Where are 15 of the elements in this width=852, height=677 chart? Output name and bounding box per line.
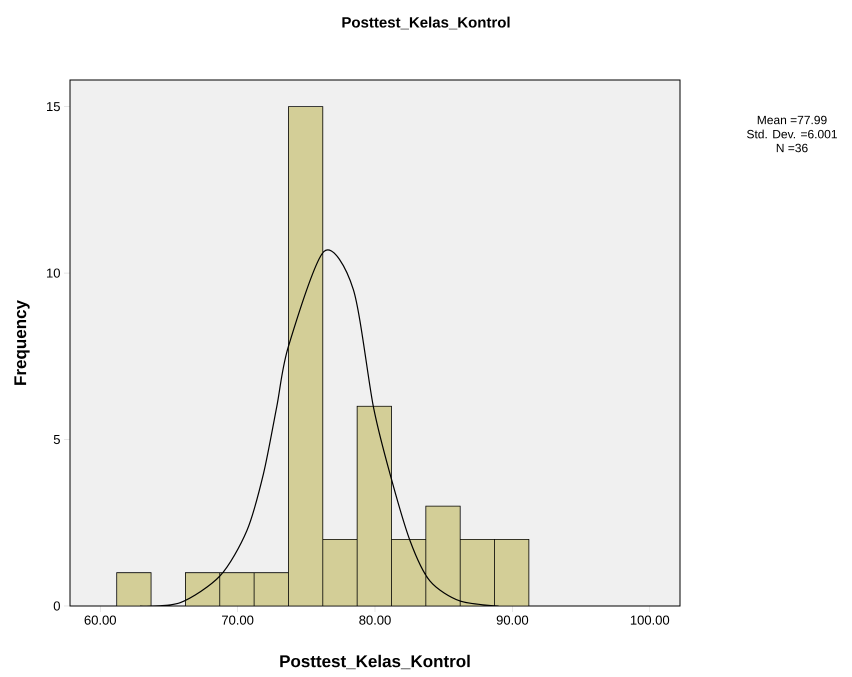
- x-axis-title: Posttest_Kelas_Kontrol: [280, 654, 470, 670]
- y-tick-label: 10: [47, 268, 60, 278]
- x-tick-label: 90.00: [496, 616, 528, 625]
- y-tick-label: 15: [47, 102, 60, 112]
- x-tick-label: 60.00: [84, 616, 116, 625]
- x-tick-label: 70.00: [222, 616, 254, 625]
- y-axis-title: Frequency: [14, 300, 30, 385]
- text: Mean =77.99: [758, 116, 827, 124]
- x-tick-label: 80.00: [359, 616, 391, 625]
- y-tick-label: 5: [54, 435, 60, 444]
- text: N =36: [776, 144, 808, 152]
- text: Std. Dev. =6.001: [747, 130, 837, 138]
- chart-title: Posttest_Kelas_Kontrol: [342, 16, 510, 30]
- x-tick-label: 100.00: [630, 616, 670, 625]
- y-tick-label: 0: [54, 601, 60, 611]
